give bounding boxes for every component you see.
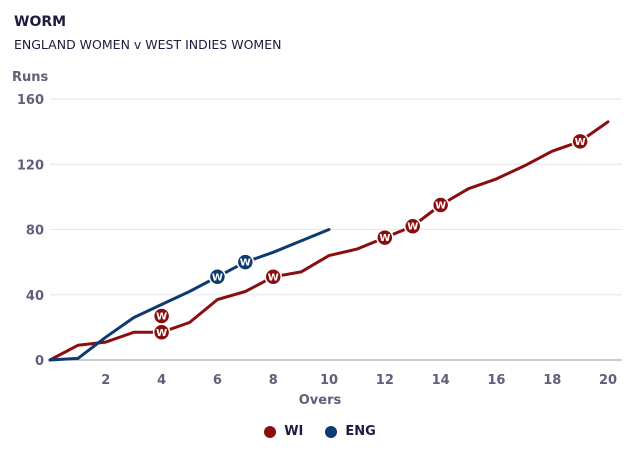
wicket-marker-wi[interactable]: W	[376, 228, 394, 247]
wicket-label: W	[156, 328, 167, 339]
x-tick-label: 18	[543, 373, 561, 388]
y-tick-label: 40	[26, 289, 44, 304]
wicket-dot	[236, 253, 255, 271]
series-lines	[48, 120, 610, 362]
legend-item-wi[interactable]: WI	[264, 424, 303, 439]
wicket-marker-eng[interactable]: W	[208, 268, 227, 286]
x-axis-label: Overs	[299, 393, 342, 408]
x-tick-label: 20	[599, 373, 617, 388]
y-axis-ticks: 0 40 80 120 160	[17, 93, 44, 369]
wicket-dot	[571, 132, 589, 151]
x-tick-label: 4	[157, 373, 166, 388]
legend-swatch	[325, 425, 338, 438]
wicket-marker-wi[interactable]: W	[264, 268, 282, 286]
x-tick-label: 2	[101, 373, 110, 388]
x-axis-ticks: 2 4 6 8 10 12 14 16 18 20	[101, 373, 617, 388]
wicket-label: W	[407, 222, 418, 233]
legend-swatch	[264, 425, 277, 438]
wicket-marker-wi[interactable]: W	[403, 217, 422, 235]
wicket-label: W	[379, 233, 390, 244]
grid-lines	[50, 98, 622, 361]
wicket-label: W	[156, 311, 167, 322]
y-tick-label: 160	[17, 93, 44, 108]
chart-title: WORM	[14, 14, 67, 30]
x-tick-label: 12	[376, 373, 394, 388]
y-axis-label: Runs	[12, 70, 49, 85]
wicket-marker-wi[interactable]: W	[152, 307, 171, 325]
wicket-marker-wi[interactable]: W	[431, 196, 450, 214]
y-tick-label: 80	[26, 224, 44, 239]
x-tick-label: 6	[213, 373, 222, 388]
wicket-dot	[264, 268, 282, 286]
wicket-dot	[376, 228, 394, 247]
wicket-dot	[208, 268, 227, 286]
wicket-marker-wi[interactable]: W	[152, 323, 171, 342]
wicket-label: W	[435, 201, 446, 212]
wicket-dot	[403, 217, 422, 235]
y-tick-label: 120	[17, 158, 44, 173]
wicket-dot	[431, 196, 450, 214]
wicket-label: W	[212, 272, 223, 283]
legend: WI ENG	[0, 424, 640, 439]
x-tick-label: 10	[320, 373, 338, 388]
wicket-marker-wi[interactable]: W	[571, 132, 589, 151]
x-tick-label: 14	[432, 373, 450, 388]
legend-item-eng[interactable]: ENG	[325, 424, 376, 439]
series-line-wi	[48, 120, 610, 362]
y-tick-label: 0	[35, 354, 44, 369]
wicket-label: W	[240, 258, 251, 269]
chart-subtitle: ENGLAND WOMEN v WEST INDIES WOMEN	[14, 37, 282, 52]
x-tick-label: 8	[269, 373, 278, 388]
wicket-label: W	[575, 137, 586, 148]
wicket-marker-eng[interactable]: W	[236, 253, 255, 271]
wicket-dot	[152, 323, 171, 342]
series-line-eng	[48, 228, 331, 362]
legend-label: ENG	[345, 424, 376, 439]
wicket-label: W	[268, 272, 279, 283]
legend-label: WI	[284, 424, 304, 439]
x-tick-label: 16	[487, 373, 505, 388]
